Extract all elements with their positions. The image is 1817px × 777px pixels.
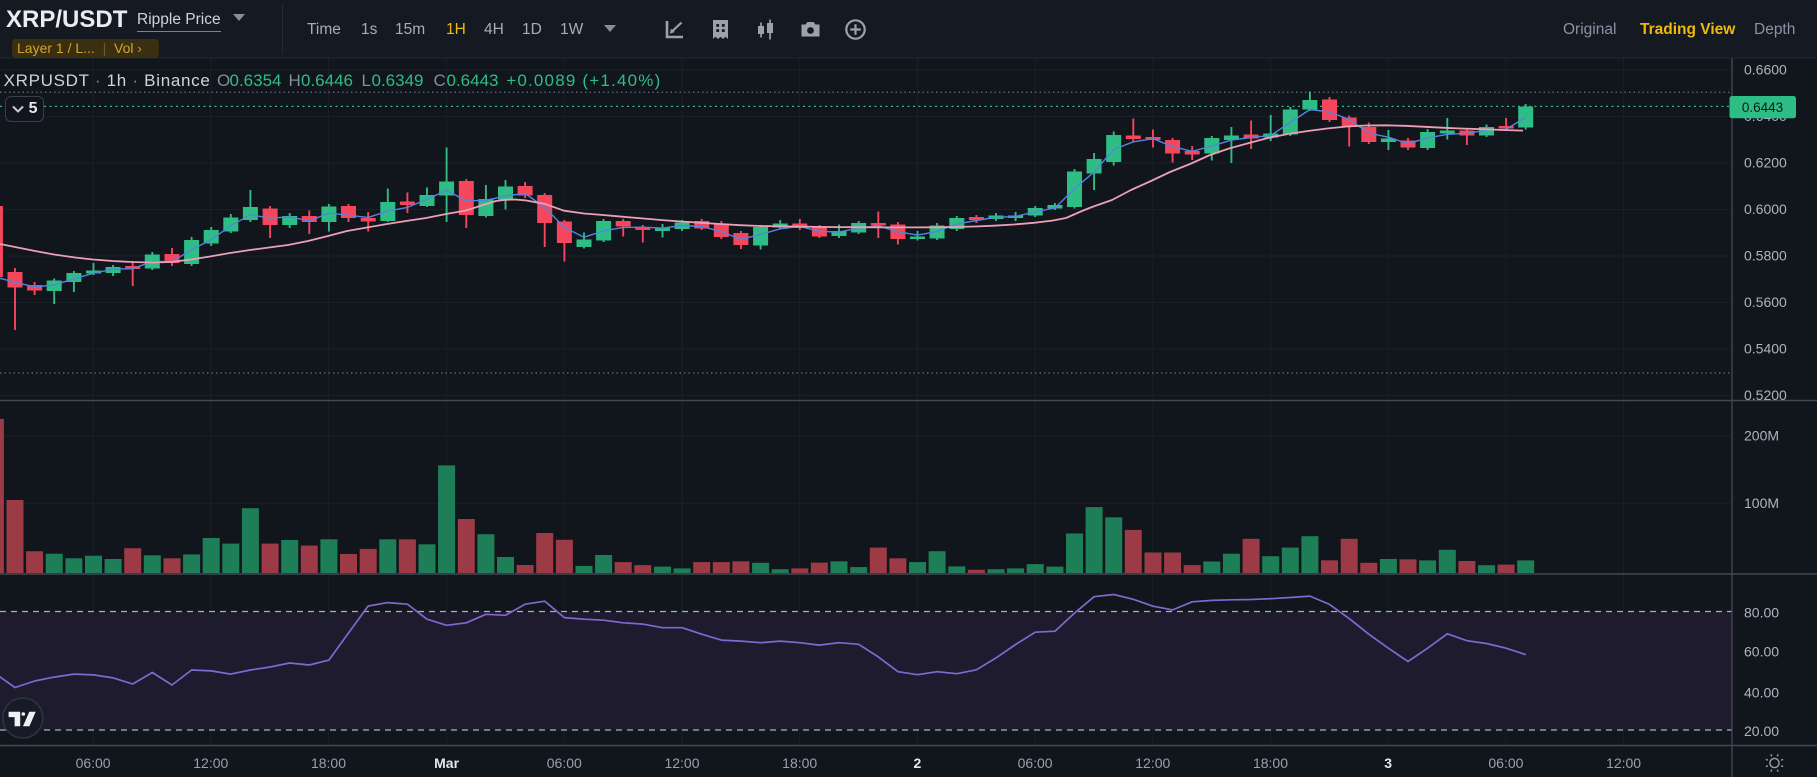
svg-text:0.5200: 0.5200 [1744, 387, 1787, 403]
svg-text:3: 3 [1384, 755, 1392, 771]
svg-text:Mar: Mar [434, 755, 459, 771]
svg-text:06:00: 06:00 [1018, 755, 1053, 771]
svg-text:60.00: 60.00 [1744, 643, 1779, 659]
svg-text:12:00: 12:00 [1135, 755, 1170, 771]
svg-text:0.5400: 0.5400 [1744, 341, 1787, 357]
svg-text:06:00: 06:00 [76, 755, 111, 771]
svg-text:0.6600: 0.6600 [1744, 62, 1787, 78]
svg-text:0.6443: 0.6443 [1742, 100, 1783, 115]
svg-text:06:00: 06:00 [547, 755, 582, 771]
svg-text:12:00: 12:00 [193, 755, 228, 771]
svg-text:100M: 100M [1744, 495, 1779, 511]
svg-text:2: 2 [914, 755, 922, 771]
svg-text:18:00: 18:00 [782, 755, 817, 771]
svg-text:80.00: 80.00 [1744, 605, 1779, 621]
svg-text:20.00: 20.00 [1744, 723, 1779, 739]
svg-text:12:00: 12:00 [1606, 755, 1641, 771]
svg-text:0.6200: 0.6200 [1744, 155, 1787, 171]
svg-text:18:00: 18:00 [311, 755, 346, 771]
svg-text:12:00: 12:00 [664, 755, 699, 771]
svg-text:18:00: 18:00 [1253, 755, 1288, 771]
svg-text:0.5800: 0.5800 [1744, 248, 1787, 264]
svg-text:200M: 200M [1744, 428, 1779, 444]
svg-text:0.6000: 0.6000 [1744, 201, 1787, 217]
svg-text:40.00: 40.00 [1744, 684, 1779, 700]
svg-text:06:00: 06:00 [1488, 755, 1523, 771]
svg-text:0.5600: 0.5600 [1744, 294, 1787, 310]
